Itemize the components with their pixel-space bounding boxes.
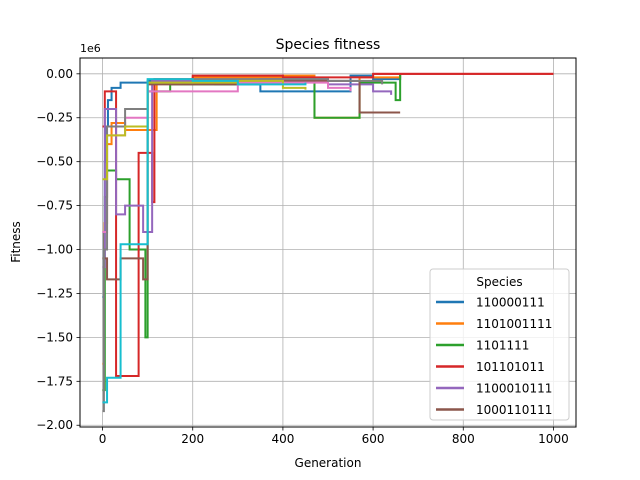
x-tick-label: 200 <box>181 432 204 446</box>
axis-ticks: 0 200 400 600 800 1000 0.00 −0.25 −0.50 −0.75 −1.0… <box>36 67 569 446</box>
y-tick-label: −0.75 <box>36 199 73 213</box>
y-tick-label: −1.25 <box>36 286 73 300</box>
y-tick-label: −1.00 <box>36 243 73 257</box>
x-tick-label: 600 <box>362 432 385 446</box>
legend: Species 110000111 1101001111 1101111 101101… <box>429 268 570 421</box>
plot-frame <box>79 57 577 428</box>
x-tick-label: 1000 <box>538 432 569 446</box>
y-tick-label: −0.50 <box>36 155 73 169</box>
series-layer <box>102 72 554 413</box>
legend-entries: 110000111 1101001111 1101111 101101011 11000… <box>436 296 552 417</box>
y-axis-label: Fitness <box>9 221 23 263</box>
legend-entry-label: 101101011 <box>476 360 545 374</box>
legend-entry-label: 1101111 <box>476 339 529 353</box>
y-tick-label: −1.75 <box>36 374 73 388</box>
legend-entry-label: 110000111 <box>476 296 545 310</box>
x-tick-label: 800 <box>452 432 475 446</box>
y-tick-label: −1.50 <box>36 330 73 344</box>
legend-title: Species <box>476 275 522 289</box>
x-tick-label: 0 <box>99 432 107 446</box>
x-tick-label: 400 <box>271 432 294 446</box>
y-tick-label: −2.00 <box>36 418 73 432</box>
legend-entry-label: 1000110111 <box>476 403 552 417</box>
legend-entry-label: 1101001111 <box>476 317 552 331</box>
series-line-1000110111 <box>102 79 401 281</box>
legend-entry-label: 1100010111 <box>476 382 552 396</box>
legend-box <box>429 268 570 421</box>
y-tick-label: 0.00 <box>46 67 73 81</box>
series-line-extra-6 <box>102 81 352 233</box>
y-tick-label: −0.25 <box>36 111 73 125</box>
series-line-extra-9 <box>102 78 307 404</box>
chart-title: Species fitness <box>276 37 381 53</box>
series-line-1100010111 <box>102 78 393 269</box>
x-axis-label: Generation <box>295 456 362 470</box>
y-offset-label: 1e6 <box>80 42 101 55</box>
